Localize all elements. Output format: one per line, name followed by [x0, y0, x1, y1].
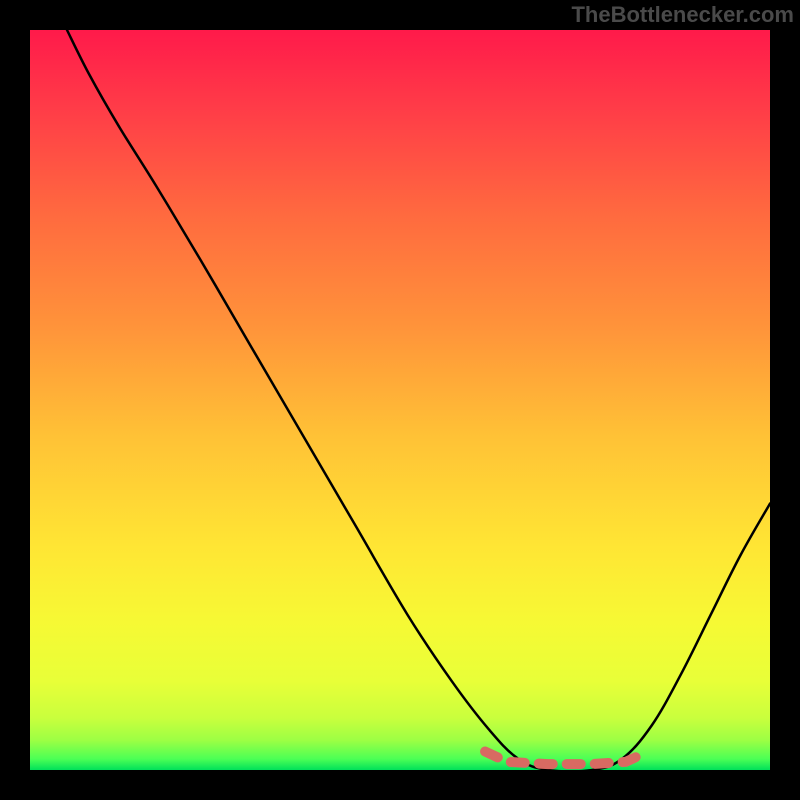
watermark-text: TheBottlenecker.com	[571, 2, 794, 28]
plot-background	[30, 30, 770, 770]
bottleneck-chart: TheBottlenecker.com	[0, 0, 800, 800]
chart-svg	[0, 0, 800, 800]
